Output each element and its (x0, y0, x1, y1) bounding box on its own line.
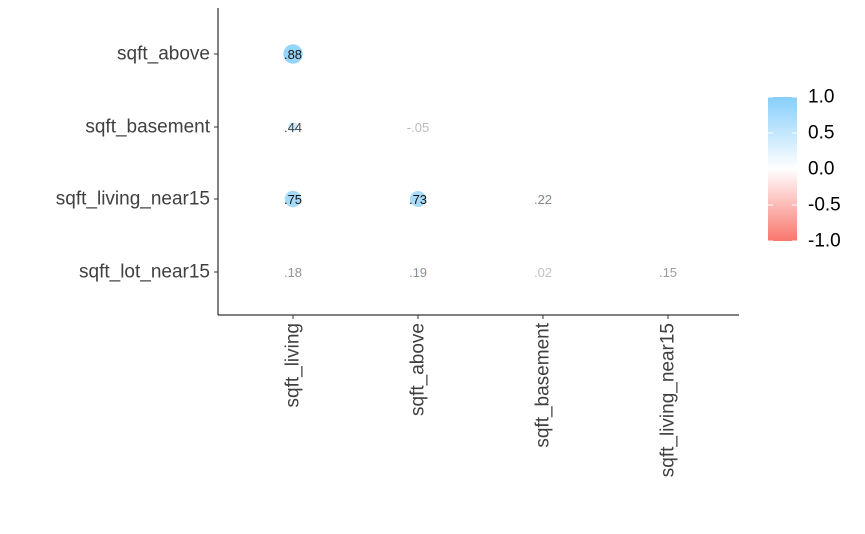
cell-label-sqft-basement-sqft-living-near15: .22 (534, 192, 552, 207)
x-axis: sqft_living sqft_above sqft_basement sqft_l… (283, 315, 679, 477)
x-tick-label-sqft-living-near15: sqft_living_near15 (658, 323, 679, 477)
cell-circle-sqft-basement-sqft-living-near15 (540, 196, 546, 202)
legend-label-1-0: 1.0 (808, 87, 834, 108)
x-tick-label-sqft-basement: sqft_basement (533, 322, 554, 447)
y-axis: sqft_above sqft_basement sqft_living_near1… (56, 44, 218, 283)
plot-cells: .88 .44 -.05 .75 .73 .22 .18 .19 .02 .15 (283, 44, 677, 280)
cell-circle-sqft-living-near15-sqft-lot-near15 (666, 270, 670, 274)
cell-circle-sqft-living-sqft-living-near15 (284, 190, 302, 208)
y-tick-label-sqft-basement: sqft_basement (85, 117, 210, 138)
cell-circle-sqft-living-sqft-basement (288, 122, 298, 132)
cell-label-sqft-living-near15-sqft-lot-near15: .15 (659, 265, 677, 280)
x-tick-label-sqft-above: sqft_above (408, 323, 429, 416)
cell-circle-sqft-above-sqft-basement (417, 126, 419, 128)
legend-ticks: 1.0 0.5 0.0 -0.5 -1.0 (768, 87, 841, 252)
x-tick-label-sqft-living: sqft_living (283, 323, 304, 408)
legend-label-neg-1-0: -1.0 (808, 231, 841, 252)
cell-circle-sqft-above-sqft-lot-near15 (415, 269, 421, 275)
cell-circle-sqft-living-sqft-lot-near15 (291, 270, 295, 274)
y-tick-label-sqft-living-near15: sqft_living_near15 (56, 189, 210, 210)
cell-circle-sqft-above-sqft-living-near15 (409, 190, 427, 208)
cell-label-sqft-above-sqft-basement: -.05 (407, 120, 429, 135)
cell-label-sqft-living-sqft-living-near15: .75 (284, 192, 302, 207)
color-legend: 1.0 0.5 0.0 -0.5 -1.0 (768, 87, 841, 252)
cell-label-sqft-basement-sqft-lot-near15: .02 (534, 265, 552, 280)
cell-circle-sqft-living-sqft-above (283, 44, 303, 64)
y-tick-label-sqft-lot-near15: sqft_lot_near15 (79, 262, 210, 283)
cell-label-sqft-above-sqft-lot-near15: .19 (409, 265, 427, 280)
legend-label-neg-0-5: -0.5 (808, 195, 841, 216)
cell-label-sqft-living-sqft-lot-near15: .18 (284, 265, 302, 280)
cell-label-sqft-living-sqft-basement: .44 (284, 120, 302, 135)
cell-label-sqft-living-sqft-above: .88 (284, 47, 302, 62)
legend-label-0-5: 0.5 (808, 123, 834, 144)
cell-label-sqft-above-sqft-living-near15: .73 (409, 192, 427, 207)
y-tick-label-sqft-above: sqft_above (117, 44, 210, 65)
legend-label-0-0: 0.0 (808, 159, 834, 180)
